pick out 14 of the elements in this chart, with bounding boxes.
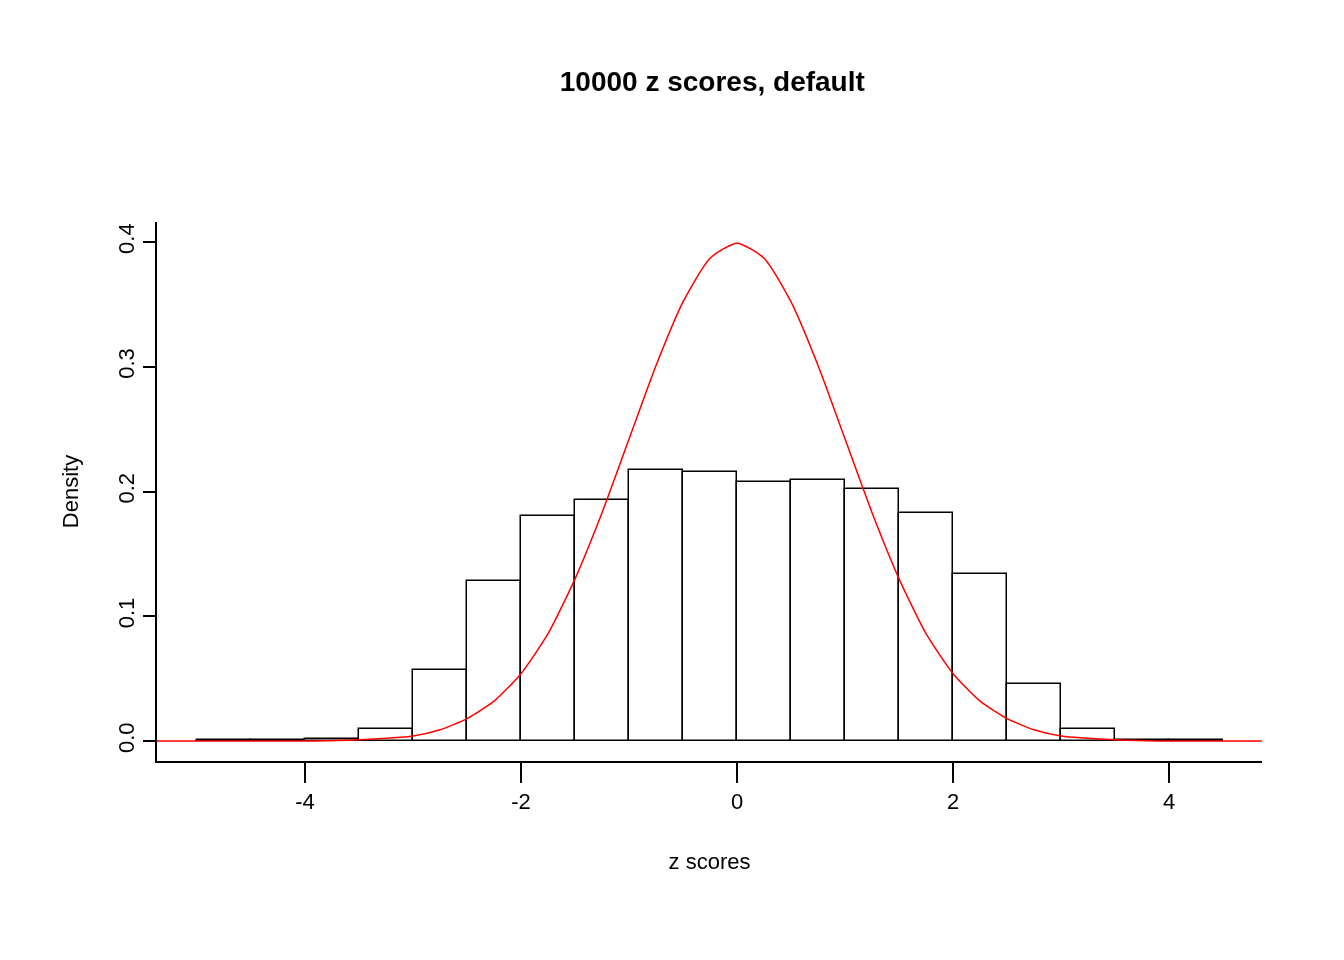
y-axis-title: Density <box>57 454 83 529</box>
y-tick-label: 0.0 <box>114 722 140 754</box>
y-tick-label: 0.4 <box>114 223 140 254</box>
chart-title: 10000 z scores, default <box>559 66 865 98</box>
x-tick-label: 0 <box>730 789 744 815</box>
x-tick-label: -4 <box>295 789 315 815</box>
y-tick-label: 0.3 <box>114 348 140 379</box>
x-tick-label: -2 <box>511 789 531 815</box>
x-tick-label: 2 <box>946 789 960 815</box>
x-tick-label: 4 <box>1162 789 1176 815</box>
line-series <box>157 242 1262 742</box>
y-tick-label: 0.1 <box>114 597 140 629</box>
x-axis-title: z scores <box>668 848 751 874</box>
y-tick-label: 0.2 <box>114 472 140 504</box>
